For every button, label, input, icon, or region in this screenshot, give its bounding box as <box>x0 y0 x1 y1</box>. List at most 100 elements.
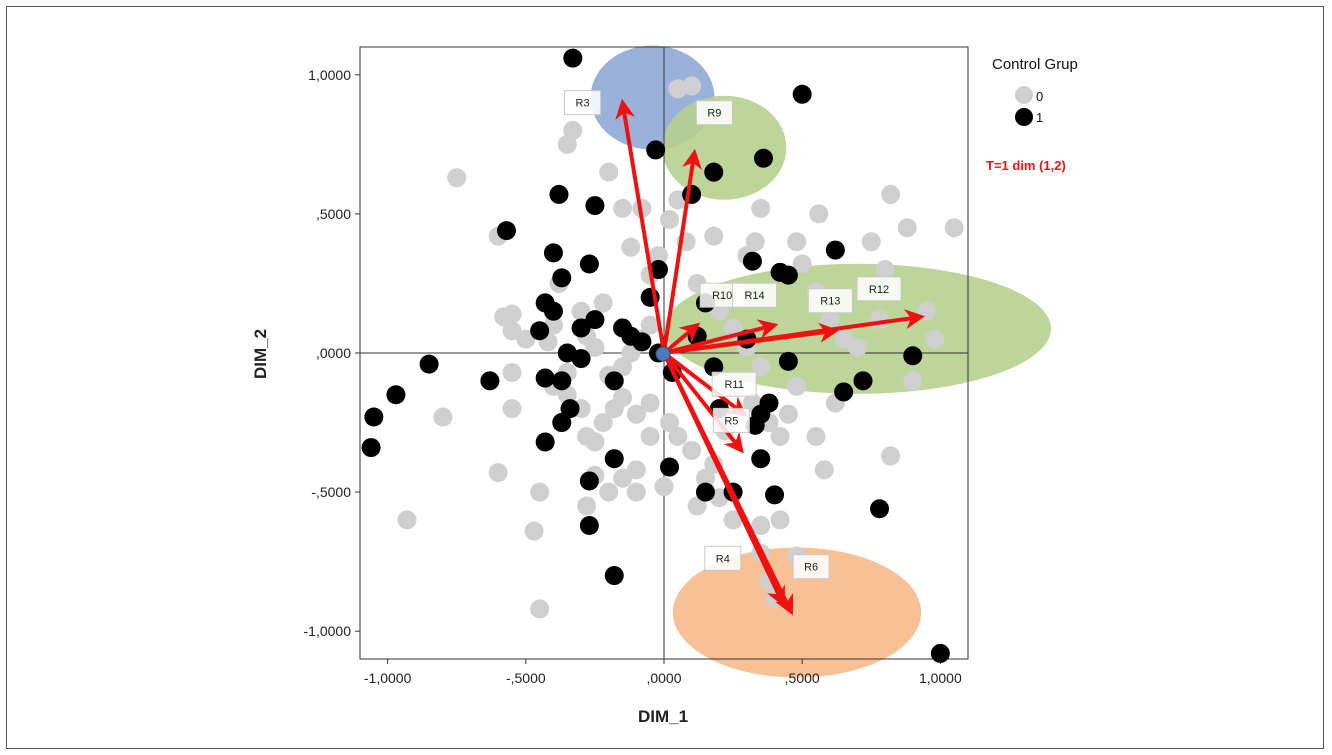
point-group-0 <box>787 376 807 396</box>
vector-label-r12: R12 <box>869 284 889 296</box>
point-group-1 <box>632 332 652 352</box>
point-group-0 <box>613 388 633 408</box>
point-group-0 <box>599 162 619 182</box>
vector-label-box-r12 <box>856 276 902 302</box>
point-group-0 <box>599 482 619 502</box>
point-group-0 <box>648 246 668 266</box>
point-group-1 <box>682 184 702 204</box>
point-group-1 <box>543 301 563 321</box>
vector-label-r9: R9 <box>707 108 721 120</box>
point-group-0 <box>613 468 633 488</box>
point-group-0 <box>870 310 890 330</box>
vector-label-r13: R13 <box>820 296 840 308</box>
point-group-1 <box>778 265 798 285</box>
point-group-1 <box>552 371 572 391</box>
y-tick-label: ,5000 <box>316 206 351 222</box>
dimension-annotation: T=1 dim (1,2) <box>986 158 1066 173</box>
x-tick-label: -,5000 <box>506 670 546 686</box>
vector-label-box-r3 <box>564 90 602 116</box>
vector-label-box-r9 <box>695 100 733 126</box>
point-group-0 <box>682 76 702 96</box>
point-group-1 <box>792 84 812 104</box>
point-group-0 <box>654 477 674 497</box>
point-group-0 <box>778 404 798 424</box>
origin-marker <box>655 346 671 362</box>
point-group-0 <box>502 321 522 341</box>
legend-swatch-1 <box>1015 108 1033 126</box>
vector-label-box-r6 <box>792 554 830 580</box>
point-group-1 <box>765 485 785 505</box>
point-group-1 <box>560 399 580 419</box>
point-group-0 <box>668 426 688 446</box>
x-tick-label: 1,0000 <box>919 670 962 686</box>
point-group-1 <box>660 457 680 477</box>
point-group-1 <box>604 371 624 391</box>
point-group-1 <box>604 566 624 586</box>
vector-r9 <box>662 148 702 354</box>
point-group-0 <box>660 209 680 229</box>
legend-label-1: 1 <box>1036 110 1043 125</box>
x-axis-title: DIM_1 <box>638 707 688 726</box>
vector-label-box-r13 <box>807 288 853 314</box>
vector-label-r10: R10 <box>712 290 732 302</box>
point-group-1 <box>543 243 563 263</box>
point-group-1 <box>930 643 950 663</box>
point-group-1 <box>704 162 724 182</box>
point-group-0 <box>530 482 550 502</box>
point-group-0 <box>695 468 715 488</box>
vector-r5 <box>662 351 744 454</box>
point-group-0 <box>488 463 508 483</box>
point-group-1 <box>552 413 572 433</box>
point-group-1 <box>742 251 762 271</box>
highlight-ellipse-r4-r6 <box>672 547 922 678</box>
point-group-0 <box>814 460 834 480</box>
point-group-1 <box>496 221 516 241</box>
point-group-0 <box>516 329 536 349</box>
point-group-0 <box>571 301 591 321</box>
point-group-0 <box>397 510 417 530</box>
point-group-0 <box>770 426 790 446</box>
vector-label-r11: R11 <box>724 379 743 391</box>
point-group-1 <box>853 371 873 391</box>
point-group-1 <box>778 351 798 371</box>
legend-swatch-0 <box>1015 86 1033 104</box>
point-group-0 <box>881 184 901 204</box>
point-group-1 <box>571 349 591 369</box>
point-group-0 <box>660 413 680 433</box>
point-group-0 <box>626 404 646 424</box>
vector-r12 <box>663 309 925 355</box>
point-group-1 <box>870 499 890 519</box>
vector-r3 <box>615 98 666 354</box>
point-group-0 <box>640 315 660 335</box>
point-group-0 <box>806 426 826 446</box>
vector-label-r3: R3 <box>576 98 590 110</box>
point-group-0 <box>809 204 829 224</box>
point-group-1 <box>695 482 715 502</box>
point-group-1 <box>579 254 599 274</box>
point-group-0 <box>502 399 522 419</box>
vector-label-r14: R14 <box>744 290 764 302</box>
vector-label-box-r4 <box>704 545 742 571</box>
point-group-1 <box>419 354 439 374</box>
vector-label-box-r11 <box>711 371 757 397</box>
point-group-0 <box>524 521 544 541</box>
point-group-0 <box>687 496 707 516</box>
point-group-1 <box>903 346 923 366</box>
vector-r6 <box>662 352 794 616</box>
point-group-1 <box>552 268 572 288</box>
y-tick-label: -,5000 <box>311 484 351 500</box>
axes: -1,0000 -,5000 ,0000 ,5000 1,0000 1,0000 ,5000… <box>304 47 968 686</box>
point-group-1 <box>834 382 854 402</box>
point-group-1 <box>480 371 500 391</box>
point-group-1 <box>579 471 599 491</box>
point-group-0 <box>433 407 453 427</box>
point-group-0 <box>640 426 660 446</box>
highlight-ellipse-r9 <box>662 95 787 200</box>
point-group-0 <box>577 496 597 516</box>
point-group-0 <box>593 293 613 313</box>
point-group-1 <box>745 415 765 435</box>
vector-r10 <box>662 322 701 355</box>
point-group-0 <box>897 218 917 238</box>
vector-label-box-r14 <box>732 282 778 308</box>
